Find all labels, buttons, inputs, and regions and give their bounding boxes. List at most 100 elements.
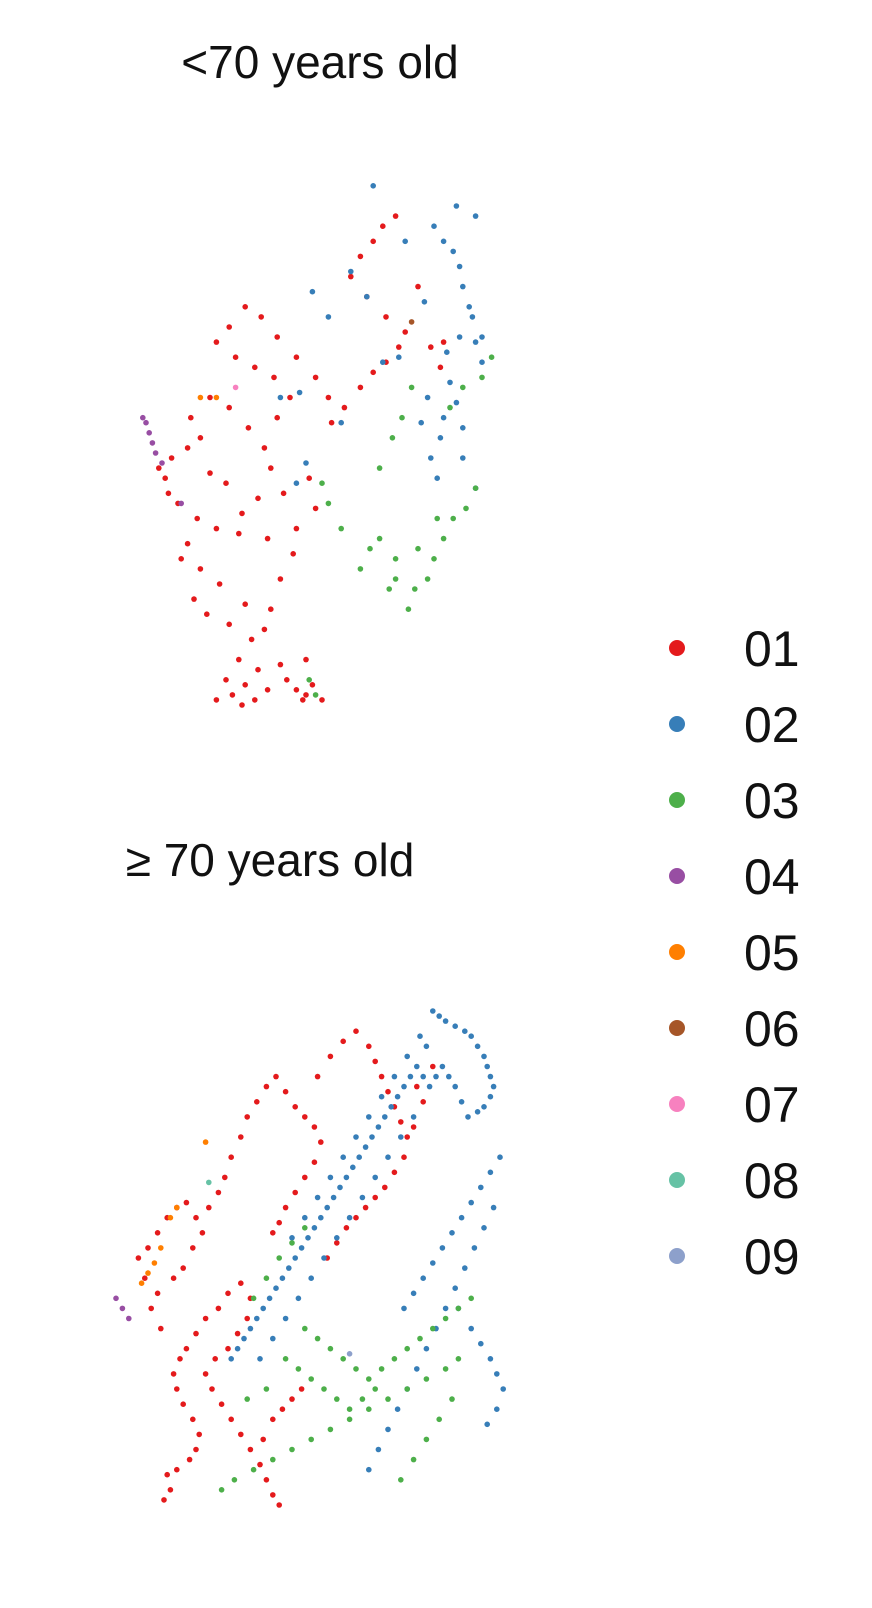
point-under-70-cluster-02-31	[418, 419, 425, 426]
point-70-and-over-cluster-02-39	[305, 1235, 311, 1241]
point-70-and-over-cluster-05-6	[202, 1139, 209, 1145]
point-70-and-over-cluster-03-16	[308, 1376, 315, 1382]
point-under-70-cluster-05-0	[197, 394, 204, 401]
point-70-and-over-cluster-02-87	[497, 1154, 503, 1160]
point-70-and-over-cluster-03-12	[442, 1366, 449, 1372]
point-under-70-cluster-02-10	[380, 359, 386, 366]
point-under-70-cluster-01-0	[293, 687, 300, 693]
point-under-70-cluster-04-4	[152, 450, 159, 456]
point-under-70-cluster-01-18	[277, 576, 284, 582]
panel-under-70: <70 years old	[140, 36, 495, 708]
point-70-and-over-cluster-02-67	[372, 1174, 379, 1181]
point-70-and-over-cluster-01-16	[225, 1290, 231, 1297]
point-70-and-over-cluster-02-63	[423, 1043, 430, 1050]
point-70-and-over-cluster-03-18	[334, 1396, 340, 1402]
point-70-and-over-cluster-01-80	[385, 1088, 391, 1095]
point-70-and-over-cluster-01-88	[372, 1194, 379, 1201]
point-70-and-over-cluster-03-3	[270, 1456, 276, 1463]
point-70-and-over-cluster-02-73	[295, 1295, 302, 1302]
point-70-and-over-cluster-02-41	[292, 1255, 299, 1261]
point-70-and-over-cluster-02-92	[452, 1285, 459, 1291]
point-under-70-cluster-01-40	[232, 354, 239, 361]
point-70-and-over-cluster-03-43	[423, 1436, 430, 1443]
point-under-70-cluster-06-0	[408, 319, 415, 325]
point-70-and-over-cluster-03-32	[430, 1325, 436, 1332]
point-under-70-cluster-05-1	[213, 394, 220, 401]
point-70-and-over-cluster-02-53	[302, 1214, 308, 1221]
point-under-70-cluster-01-1	[300, 697, 306, 703]
point-70-and-over-cluster-02-50	[234, 1345, 241, 1352]
point-under-70-cluster-01-17	[268, 606, 274, 612]
point-70-and-over-cluster-02-72	[308, 1275, 315, 1281]
point-70-and-over-cluster-01-33	[260, 1436, 267, 1443]
point-under-70-cluster-01-49	[328, 419, 335, 426]
point-70-and-over-cluster-02-44	[273, 1285, 279, 1291]
point-70-and-over-cluster-03-37	[263, 1275, 270, 1281]
point-under-70-cluster-03-4	[376, 535, 383, 542]
point-70-and-over-cluster-03-22	[302, 1325, 308, 1332]
point-70-and-over-cluster-02-12	[481, 1104, 487, 1110]
point-70-and-over-cluster-02-9	[487, 1073, 494, 1080]
point-under-70-cluster-03-0	[306, 677, 313, 683]
point-70-and-over-cluster-02-18	[439, 1063, 446, 1070]
point-under-70-cluster-01-25	[165, 490, 172, 497]
point-70-and-over-cluster-03-21	[372, 1386, 379, 1392]
point-under-70-cluster-01-34	[245, 425, 252, 431]
point-under-70-cluster-01-43	[242, 304, 248, 310]
point-70-and-over-cluster-02-107	[500, 1386, 507, 1392]
point-70-and-over-cluster-01-31	[270, 1492, 276, 1498]
point-under-70-cluster-01-66	[440, 339, 447, 345]
point-under-70-cluster-03-26	[389, 435, 396, 441]
legend-label-05: 05	[744, 925, 800, 981]
point-70-and-over-cluster-02-70	[334, 1235, 340, 1241]
point-under-70-cluster-01-82	[239, 702, 245, 708]
point-70-and-over-cluster-01-64	[302, 1114, 308, 1120]
point-70-and-over-cluster-02-75	[270, 1335, 276, 1342]
point-under-70-cluster-01-62	[392, 213, 399, 219]
point-70-and-over-cluster-03-33	[442, 1315, 449, 1322]
point-70-and-over-cluster-03-23	[314, 1335, 321, 1342]
point-under-70-cluster-01-71	[268, 465, 274, 471]
point-70-and-over-cluster-01-94	[430, 1063, 436, 1070]
point-70-and-over-cluster-03-20	[359, 1396, 366, 1402]
point-under-70-cluster-03-14	[463, 505, 469, 512]
point-under-70-cluster-01-55	[402, 329, 409, 335]
point-70-and-over-cluster-01-85	[401, 1154, 407, 1160]
point-70-and-over-cluster-05-1	[145, 1270, 151, 1276]
point-70-and-over-cluster-02-23	[407, 1073, 414, 1080]
point-under-70-cluster-01-31	[188, 414, 194, 421]
point-70-and-over-cluster-02-84	[468, 1199, 475, 1206]
point-70-and-over-cluster-02-64	[410, 1114, 417, 1120]
point-70-and-over-cluster-02-79	[420, 1275, 427, 1281]
point-70-and-over-cluster-01-30	[263, 1477, 270, 1483]
point-70-and-over-cluster-02-61	[404, 1053, 411, 1060]
point-70-and-over-cluster-05-4	[167, 1214, 174, 1221]
point-70-and-over-cluster-03-25	[340, 1356, 347, 1362]
point-under-70-cluster-03-10	[424, 576, 431, 582]
point-70-and-over-cluster-03-30	[404, 1345, 411, 1352]
point-70-and-over-cluster-01-74	[327, 1053, 334, 1060]
point-70-and-over-cluster-04-1	[119, 1305, 126, 1312]
point-70-and-over-cluster-02-32	[350, 1164, 356, 1171]
point-70-and-over-cluster-02-7	[481, 1053, 487, 1060]
point-70-and-over-cluster-02-33	[343, 1174, 350, 1181]
point-70-and-over-cluster-01-87	[382, 1184, 388, 1191]
point-70-and-over-cluster-02-26	[388, 1104, 395, 1110]
point-70-and-over-cluster-03-27	[366, 1376, 372, 1382]
point-70-and-over-cluster-08-0	[206, 1179, 212, 1186]
point-70-and-over-cluster-01-91	[343, 1225, 350, 1231]
point-70-and-over-cluster-03-4	[289, 1446, 295, 1453]
point-70-and-over-cluster-01-22	[212, 1356, 218, 1362]
point-70-and-over-cluster-01-92	[334, 1240, 340, 1246]
point-70-and-over-cluster-01-12	[183, 1345, 190, 1352]
point-70-and-over-cluster-01-24	[209, 1386, 215, 1392]
legend-label-07: 07	[744, 1077, 800, 1133]
point-70-and-over-cluster-02-81	[439, 1245, 446, 1251]
point-70-and-over-cluster-03-44	[436, 1416, 443, 1423]
point-under-70-cluster-01-29	[184, 445, 191, 451]
point-under-70-cluster-01-75	[207, 470, 213, 476]
point-under-70-cluster-02-38	[277, 394, 284, 401]
point-70-and-over-cluster-02-25	[394, 1093, 401, 1100]
point-70-and-over-cluster-01-43	[145, 1245, 151, 1251]
point-70-and-over-cluster-03-11	[423, 1376, 430, 1382]
